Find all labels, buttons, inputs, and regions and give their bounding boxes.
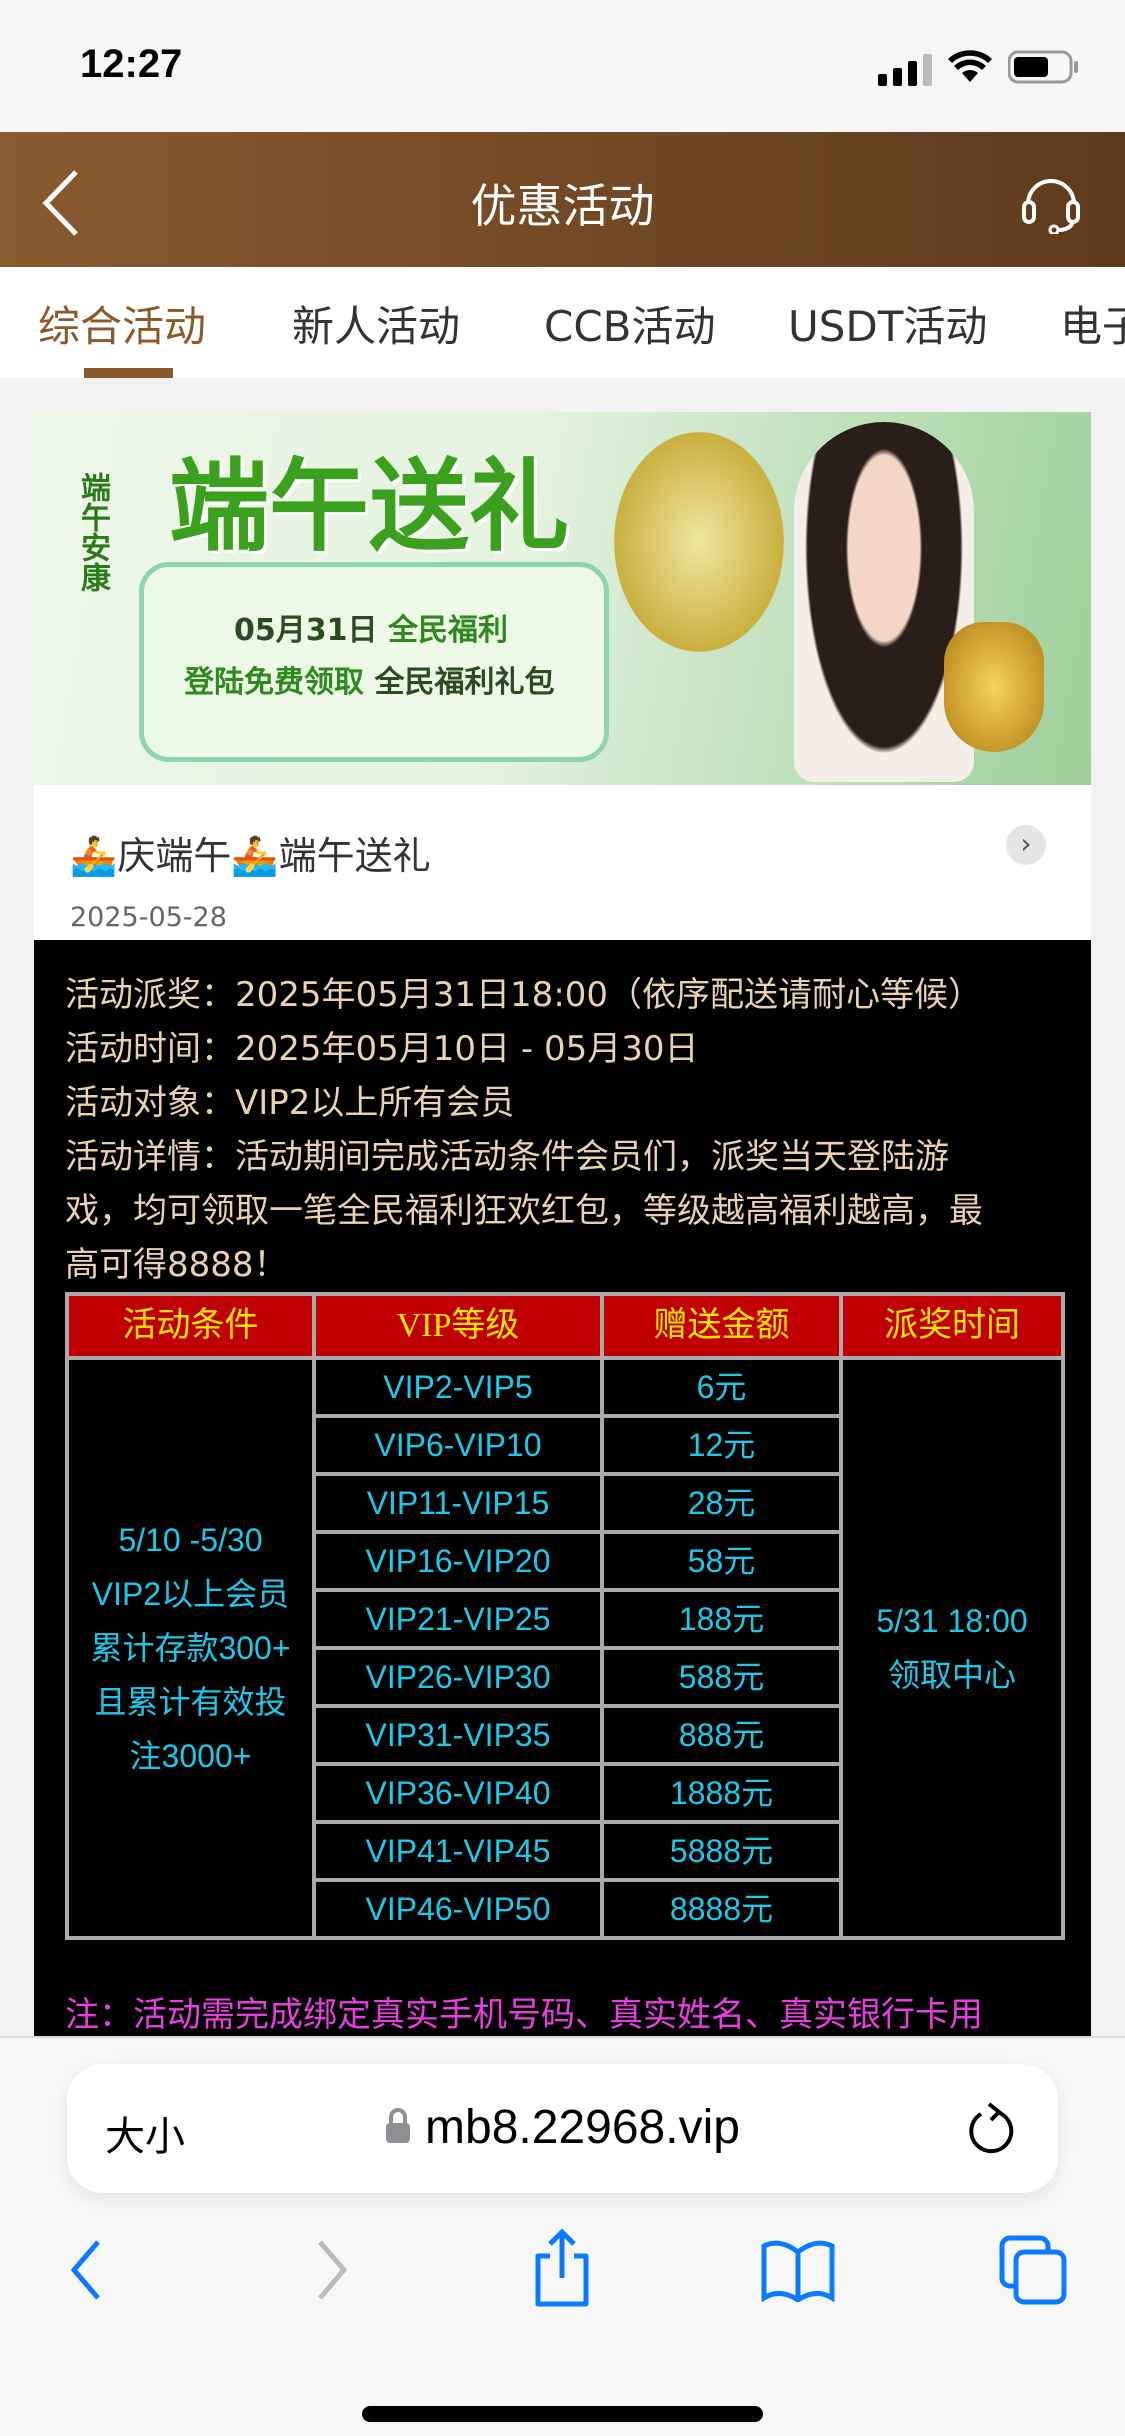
table-row: VIP6-VIP10 12元 [67,1414,1063,1476]
vip-level-cell: VIP26-VIP30 [312,1646,604,1708]
tab-electronic[interactable]: 电子 [1060,302,1125,351]
category-tabs: 综合活动 新人活动 CCB活动 USDT活动 电子 [0,267,1125,378]
promo-banner[interactable]: 端午安康 端午送礼 05月31日 全民福利 登陆免费领取 全民福利礼包 [34,412,1091,785]
back-icon[interactable] [66,2238,106,2302]
text-size-button[interactable]: 大小 [105,2114,185,2160]
url-text: mb8.22968.vip [425,2101,740,2154]
banner-line2b: 全民福利礼包 [374,665,555,700]
banner-text-box [139,562,609,762]
lock-icon [386,2108,411,2143]
payout-time-line: 领取中心 [887,1657,1016,1693]
table-row: VIP11-VIP15 28元 [67,1472,1063,1534]
active-tab-indicator [84,368,173,378]
table-row: VIP21-VIP25 188元 [67,1588,1063,1650]
condition-line: 累计存款300+ [90,1630,291,1666]
content-line: 活动派奖：2025年05月31日18:00（依序配送请耐心等候） [65,975,983,1015]
condition-line: 注3000+ [129,1738,252,1774]
wifi-icon [948,50,992,82]
tabs-icon[interactable] [998,2234,1070,2306]
vip-level-cell: VIP36-VIP40 [312,1762,604,1824]
address-bar[interactable]: 大小 mb8.22968.vip [67,2064,1058,2193]
banner-side-text: 端午安康 [75,472,110,592]
header-amount: 赠送金额 [600,1292,843,1360]
status-bar: 12:27 [0,0,1125,132]
vip-level-cell: VIP16-VIP20 [312,1530,604,1592]
tab-newcomer[interactable]: 新人活动 [292,302,461,351]
amount-cell: 58元 [600,1530,843,1592]
chevron-left-icon[interactable] [36,168,86,238]
model-image [794,422,974,782]
tab-usdt[interactable]: USDT活动 [788,302,988,351]
share-icon[interactable] [530,2228,594,2308]
post-title: 🚣庆端午🚣端午送礼 [70,834,431,878]
vip-level-cell: VIP11-VIP15 [312,1472,604,1534]
payout-time-cell: 5/31 18:00 领取中心 [839,1356,1065,1940]
signal-icon [878,54,932,86]
vip-level-cell: VIP21-VIP25 [312,1588,604,1650]
table-row: VIP36-VIP40 1888元 [67,1762,1063,1824]
browser-toolbar: 大小 mb8.22968.vip [0,2036,1125,2436]
tab-general[interactable]: 综合活动 [38,302,207,351]
condition-line: VIP2以上会员 [91,1576,290,1612]
amount-cell: 6元 [600,1356,843,1418]
bookmarks-icon[interactable] [760,2238,836,2302]
home-indicator [362,2406,763,2422]
table-row: VIP26-VIP30 588元 [67,1646,1063,1708]
table-row: VIP41-VIP45 5888元 [67,1820,1063,1882]
post-date: 2025-05-28 [70,902,227,933]
dragon-image [614,432,784,652]
content-line: 活动详情：活动期间完成活动条件会员们，派奖当天登陆游 [65,1137,949,1177]
promo-card[interactable]: 端午安康 端午送礼 05月31日 全民福利 登陆免费领取 全民福利礼包 🚣庆端午… [34,412,1091,2036]
amount-cell: 888元 [600,1704,843,1766]
banner-line2a: 登陆免费领取 [184,665,364,700]
post-content: 活动派奖：2025年05月31日18:00（依序配送请耐心等候） 活动时间：20… [34,940,1091,2036]
post-header[interactable]: 🚣庆端午🚣端午送礼 2025-05-28 › [34,785,1091,940]
reward-table: 活动条件 VIP等级 赠送金额 派奖时间 5/10 -5/30 VIP2以上会员累… [65,1292,1065,1940]
note-text: 注：活动需完成绑定真实手机号码、真实姓名、真实银行卡用 [65,1995,983,2035]
table-row: VIP46-VIP50 8888元 [67,1878,1063,1940]
header-payout-time: 派奖时间 [839,1292,1065,1360]
amount-cell: 12元 [600,1414,843,1476]
amount-cell: 588元 [600,1646,843,1708]
header-condition: 活动条件 [65,1292,316,1360]
vip-level-cell: VIP46-VIP50 [312,1878,604,1940]
battery-icon [1008,50,1078,84]
table-row: 5/10 -5/30 VIP2以上会员 累计存款300+ 且累计有效投 注3000+ VI… [65,1356,1065,1940]
amount-cell: 1888元 [600,1762,843,1824]
content-line: 戏，均可领取一笔全民福利狂欢红包，等级越高福利越高，最 [65,1191,983,1231]
tab-ccb[interactable]: CCB活动 [544,302,716,351]
amount-cell: 188元 [600,1588,843,1650]
banner-headline: 端午送礼 [169,448,569,565]
banner-date: 05月31日 [234,613,378,648]
condition-cell: 5/10 -5/30 VIP2以上会员 累计存款300+ 且累计有效投 注3000+ [65,1356,316,1940]
content-line: 高可得8888！ [65,1245,288,1285]
table-row: VIP16-VIP20 58元 [67,1530,1063,1592]
payout-time-line: 5/31 18:00 [876,1603,1028,1639]
chevron-right-icon[interactable]: › [1006,825,1046,865]
amount-cell: 8888元 [600,1878,843,1940]
header-vip-level: VIP等级 [312,1292,604,1360]
content-line: 活动对象：VIP2以上所有会员 [65,1083,515,1123]
nav-bar: 优惠活动 [0,132,1125,267]
amount-cell: 5888元 [600,1820,843,1882]
condition-line: 5/10 -5/30 [118,1522,263,1558]
forward-icon[interactable] [312,2238,352,2302]
reload-icon[interactable] [967,2102,1017,2158]
banner-line1: 全民福利 [387,613,508,648]
amount-cell: 28元 [600,1472,843,1534]
table-row: VIP31-VIP35 888元 [67,1704,1063,1766]
vip-level-cell: VIP6-VIP10 [312,1414,604,1476]
vip-level-cell: VIP2-VIP5 [312,1356,604,1418]
page-title: 优惠活动 [470,179,655,233]
headset-icon[interactable] [1020,168,1082,234]
vip-level-cell: VIP31-VIP35 [312,1704,604,1766]
money-bag-image [944,622,1044,752]
condition-line: 且累计有效投 [94,1684,287,1720]
content-line: 活动时间：2025年05月10日 - 05月30日 [65,1029,699,1069]
status-time: 12:27 [80,42,183,86]
vip-level-cell: VIP41-VIP45 [312,1820,604,1882]
url-field: mb8.22968.vip [67,2100,1058,2155]
